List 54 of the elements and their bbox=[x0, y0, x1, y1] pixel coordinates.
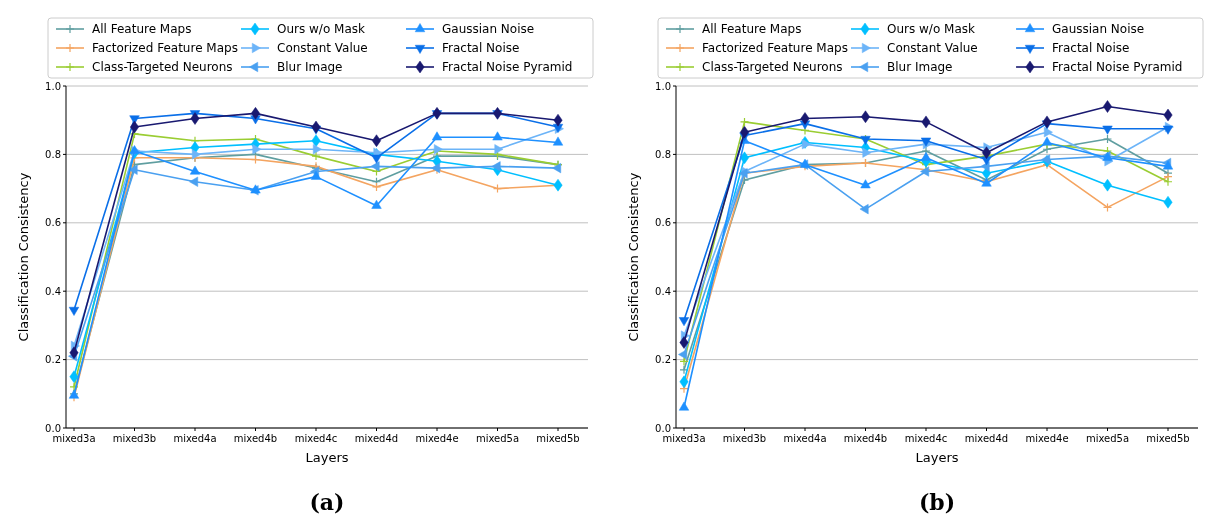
x-tick-label: mixed4a bbox=[783, 433, 827, 444]
legend-label: All Feature Maps bbox=[92, 22, 192, 37]
y-axis-title: Classification Consistency bbox=[16, 172, 31, 342]
x-tick-label: mixed3a bbox=[52, 433, 96, 444]
y-axis-title: Classification Consistency bbox=[626, 172, 641, 342]
legend-label: Gaussian Noise bbox=[442, 22, 535, 37]
x-tick-label: mixed4e bbox=[415, 433, 459, 444]
x-tick-label: mixed5b bbox=[536, 433, 580, 444]
legend-label: Constant Value bbox=[887, 41, 978, 56]
x-tick-label: mixed4e bbox=[1025, 433, 1069, 444]
x-tick-label: mixed4d bbox=[354, 433, 399, 444]
x-tick-label: mixed5a bbox=[1085, 433, 1130, 444]
text: (a) bbox=[309, 489, 345, 515]
x-tick-label: mixed4b bbox=[843, 433, 888, 444]
x-tick-label: mixed4b bbox=[233, 433, 278, 444]
legend-label: Fractal Noise Pyramid bbox=[442, 60, 573, 75]
text: (b) bbox=[918, 489, 956, 515]
y-tick-label: 0.0 bbox=[45, 422, 61, 434]
x-tick-label: mixed4a bbox=[173, 433, 217, 444]
x-axis-title: Layers bbox=[305, 450, 349, 465]
legend-label: Fractal Noise bbox=[1052, 41, 1130, 56]
legend-label: Fractal Noise Pyramid bbox=[1052, 60, 1183, 75]
y-tick-label: 1.0 bbox=[45, 80, 61, 92]
y-tick-label: 0.4 bbox=[655, 285, 671, 297]
y-tick-label: 0.0 bbox=[655, 422, 671, 434]
x-tick-label: mixed4c bbox=[294, 433, 338, 444]
x-tick-label: mixed5b bbox=[1146, 433, 1190, 444]
y-tick-label: 1.0 bbox=[655, 80, 671, 92]
x-tick-label: mixed4d bbox=[964, 433, 1009, 444]
y-tick-label: 0.8 bbox=[45, 148, 61, 160]
legend-label: Factorized Feature Maps bbox=[702, 41, 848, 56]
legend-label: Blur Image bbox=[277, 60, 343, 75]
x-tick-label: mixed5a bbox=[475, 433, 520, 444]
legend-label: All Feature Maps bbox=[702, 22, 802, 37]
legend-label: Fractal Noise bbox=[442, 41, 520, 56]
y-tick-label: 0.8 bbox=[655, 148, 671, 160]
y-tick-label: 0.4 bbox=[45, 285, 61, 297]
legend-label: Blur Image bbox=[887, 60, 953, 75]
x-tick-label: mixed3b bbox=[722, 433, 767, 444]
legend-label: Factorized Feature Maps bbox=[92, 41, 238, 56]
x-tick-label: mixed4c bbox=[904, 433, 948, 444]
y-tick-label: 0.2 bbox=[45, 354, 61, 366]
legend-label: Ours w/o Mask bbox=[277, 22, 366, 37]
x-axis-title: Layers bbox=[915, 450, 959, 465]
legend-label: Ours w/o Mask bbox=[887, 22, 976, 37]
y-tick-label: 0.2 bbox=[655, 354, 671, 366]
legend-label: Gaussian Noise bbox=[1052, 22, 1145, 37]
y-tick-label: 0.6 bbox=[45, 217, 61, 229]
x-tick-label: mixed3a bbox=[662, 433, 706, 444]
x-tick-label: mixed3b bbox=[112, 433, 157, 444]
y-tick-label: 0.6 bbox=[655, 217, 671, 229]
legend-label: Class-Targeted Neurons bbox=[702, 60, 843, 75]
legend-label: Class-Targeted Neurons bbox=[92, 60, 233, 75]
legend-label: Constant Value bbox=[277, 41, 368, 56]
